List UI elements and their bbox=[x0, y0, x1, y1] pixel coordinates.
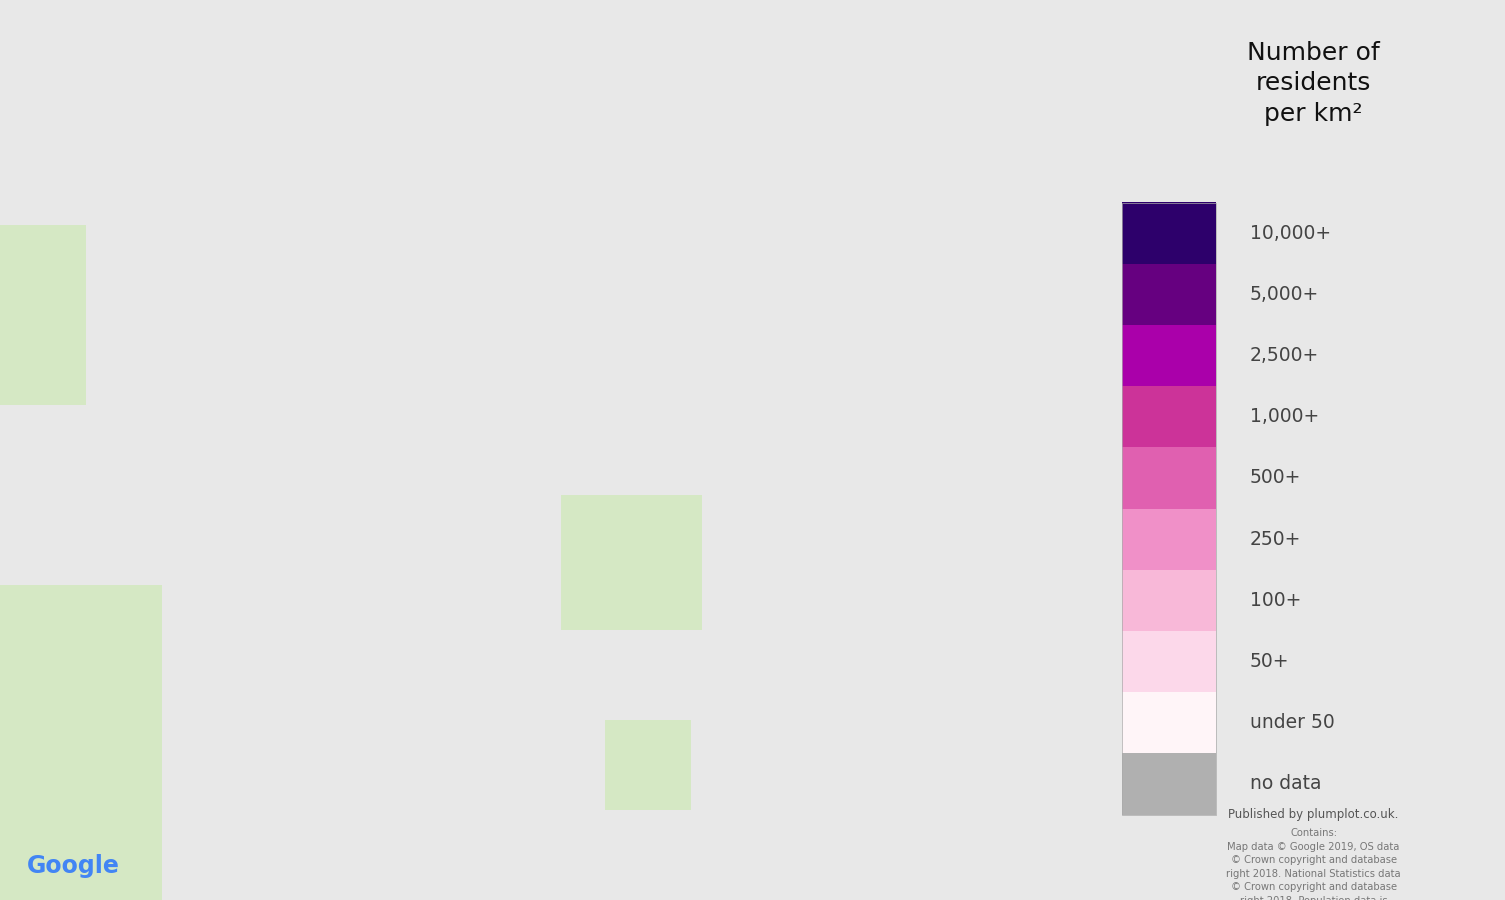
Text: 2,500+: 2,500+ bbox=[1249, 346, 1318, 365]
Bar bbox=[1123, 753, 1216, 814]
Bar bbox=[1123, 508, 1216, 570]
Text: 50+: 50+ bbox=[1249, 652, 1290, 671]
Text: 5,000+: 5,000+ bbox=[1249, 284, 1318, 304]
Bar bbox=[1123, 202, 1216, 814]
Text: Google: Google bbox=[27, 853, 120, 878]
Bar bbox=[0, 225, 86, 405]
Text: Number of
residents
per km²: Number of residents per km² bbox=[1248, 40, 1380, 126]
Bar bbox=[1123, 202, 1216, 264]
Text: 250+: 250+ bbox=[1249, 529, 1302, 549]
Bar bbox=[605, 720, 691, 810]
Bar bbox=[1123, 692, 1216, 753]
Text: 500+: 500+ bbox=[1249, 468, 1302, 488]
Bar bbox=[1123, 264, 1216, 325]
Text: 100+: 100+ bbox=[1249, 590, 1302, 610]
Bar bbox=[0, 585, 163, 900]
Bar bbox=[1123, 325, 1216, 386]
Bar bbox=[1123, 386, 1216, 447]
Text: 10,000+: 10,000+ bbox=[1249, 223, 1330, 243]
Text: no data: no data bbox=[1249, 774, 1321, 794]
Text: Contains:
Map data © Google 2019, OS data
© Crown copyright and database
right 2: Contains: Map data © Google 2019, OS dat… bbox=[1227, 828, 1401, 900]
Text: 1,000+: 1,000+ bbox=[1249, 407, 1318, 427]
Bar bbox=[1123, 447, 1216, 508]
Text: under 50: under 50 bbox=[1249, 713, 1335, 733]
Bar bbox=[1123, 631, 1216, 692]
Bar bbox=[1123, 570, 1216, 631]
Text: Published by plumplot.co.uk.: Published by plumplot.co.uk. bbox=[1228, 808, 1398, 821]
Bar bbox=[561, 495, 701, 630]
